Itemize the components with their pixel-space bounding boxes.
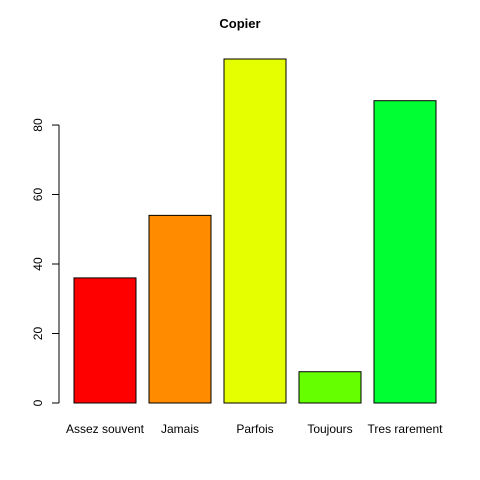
x-category-label: Tres rarement bbox=[368, 422, 444, 436]
bar-parfois bbox=[223, 58, 287, 404]
x-category-label: Jamais bbox=[161, 422, 199, 436]
bar-toujours bbox=[298, 371, 362, 404]
y-axis: 0 20 40 60 80 bbox=[31, 118, 60, 406]
y-tick-label: 0 bbox=[31, 399, 45, 406]
y-tick-label: 20 bbox=[31, 327, 45, 341]
y-tick-label: 40 bbox=[31, 257, 45, 271]
x-axis-labels: Assez souvent Jamais Parfois Toujours Tres r… bbox=[66, 422, 443, 436]
bar-tres-rarement bbox=[373, 100, 437, 404]
bar-jamais bbox=[148, 214, 212, 404]
x-category-label: Parfois bbox=[236, 422, 273, 436]
chart-title: Copier bbox=[219, 16, 260, 31]
y-tick-label: 80 bbox=[31, 118, 45, 132]
y-tick-label: 60 bbox=[31, 188, 45, 202]
x-category-label: Assez souvent bbox=[66, 422, 145, 436]
bars bbox=[73, 58, 437, 404]
bar-assez-souvent bbox=[73, 277, 137, 404]
x-category-label: Toujours bbox=[307, 422, 352, 436]
